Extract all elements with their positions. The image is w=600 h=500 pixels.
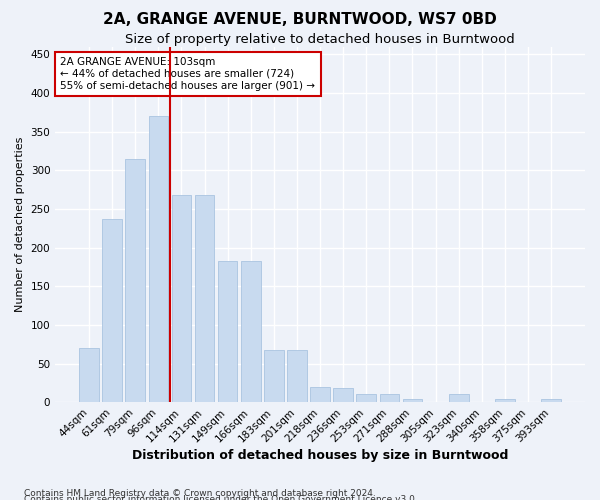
Bar xyxy=(449,394,469,402)
Bar xyxy=(195,195,214,402)
X-axis label: Distribution of detached houses by size in Burntwood: Distribution of detached houses by size … xyxy=(132,450,508,462)
Bar xyxy=(103,219,122,402)
Text: 2A, GRANGE AVENUE, BURNTWOOD, WS7 0BD: 2A, GRANGE AVENUE, BURNTWOOD, WS7 0BD xyxy=(103,12,497,28)
Bar xyxy=(264,350,284,402)
Bar xyxy=(310,387,330,402)
Bar xyxy=(172,195,191,402)
Text: Contains public sector information licensed under the Open Government Licence v3: Contains public sector information licen… xyxy=(24,495,418,500)
Bar xyxy=(218,261,238,402)
Bar xyxy=(287,350,307,402)
Bar xyxy=(149,116,168,402)
Text: Contains HM Land Registry data © Crown copyright and database right 2024.: Contains HM Land Registry data © Crown c… xyxy=(24,488,376,498)
Text: 2A GRANGE AVENUE: 103sqm
← 44% of detached houses are smaller (724)
55% of semi-: 2A GRANGE AVENUE: 103sqm ← 44% of detach… xyxy=(61,58,316,90)
Title: Size of property relative to detached houses in Burntwood: Size of property relative to detached ho… xyxy=(125,32,515,46)
Y-axis label: Number of detached properties: Number of detached properties xyxy=(15,137,25,312)
Bar xyxy=(495,399,515,402)
Bar xyxy=(380,394,399,402)
Bar xyxy=(356,394,376,402)
Bar xyxy=(541,399,561,402)
Bar xyxy=(334,388,353,402)
Bar xyxy=(241,261,260,402)
Bar xyxy=(403,399,422,402)
Bar xyxy=(79,348,99,402)
Bar xyxy=(125,158,145,402)
